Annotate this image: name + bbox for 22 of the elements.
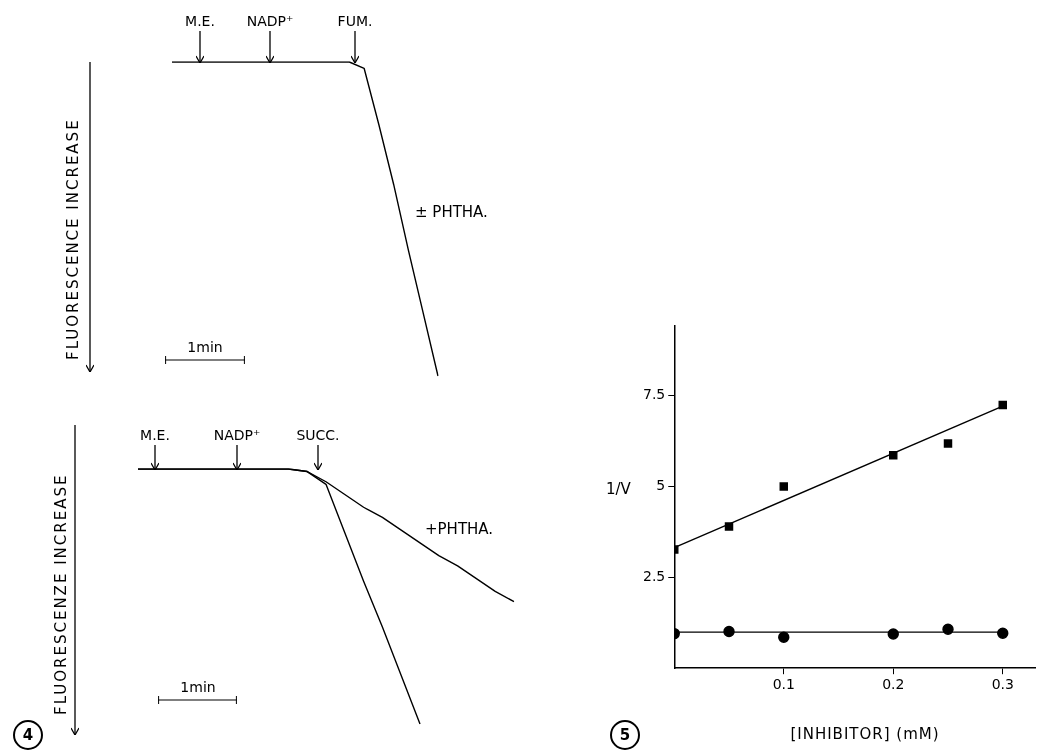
annotation: 1min [180,679,216,695]
y-tick-label: 2.5 [643,567,666,584]
text: NADP⁺ [246,13,294,29]
series-label: +PHTHA. [425,520,494,538]
y-tick-label: 5 [656,476,666,493]
text: 5 [610,720,640,750]
text: SUCC. [296,427,340,443]
x-tick-label: 0.2 [882,676,905,693]
y-axis-title: 1/V [606,480,631,498]
x-tick-label: 0.3 [991,676,1014,693]
y-axis-title: FLUORESCENCE INCREASE [64,118,82,360]
text: NADP⁺ [213,427,261,443]
text: FUM. [337,13,373,29]
text: M.E. [185,13,215,29]
y-axis-title: FLUORESCENZE INCREASE [52,473,70,715]
x-tick-label: 0.1 [772,676,795,693]
text: 4 [13,720,43,750]
x-axis-title: [INHIBITOR] (mM) [790,725,940,743]
text: M.E. [140,427,170,443]
series-label: ± PHTHA. [415,203,488,221]
annotation: 1min [187,339,223,355]
y-tick-label: 7.5 [643,385,666,402]
